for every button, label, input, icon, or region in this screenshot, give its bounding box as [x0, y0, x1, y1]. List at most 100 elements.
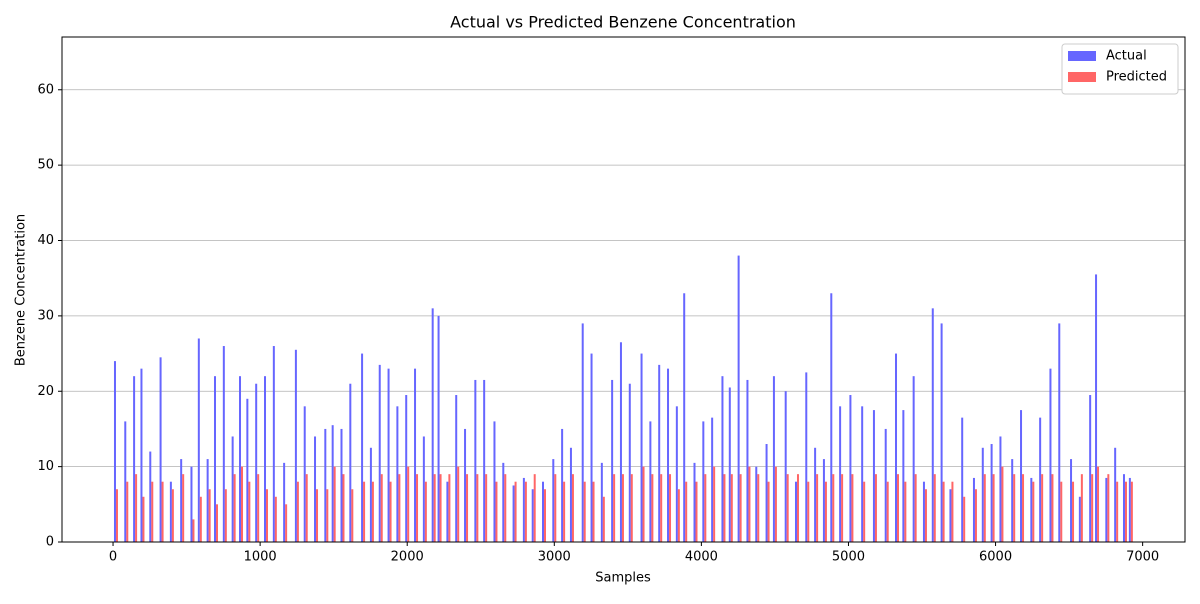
x-tick-label: 3000 [538, 550, 571, 565]
bar [992, 474, 995, 542]
bar [990, 444, 993, 542]
bar [1089, 395, 1092, 542]
bar [999, 436, 1002, 542]
bar [569, 447, 572, 542]
bar [316, 489, 319, 542]
bar [231, 436, 234, 542]
bar [794, 481, 797, 542]
y-tick-label: 30 [37, 308, 54, 323]
bar [1011, 459, 1014, 542]
bar [658, 364, 661, 542]
y-tick-label: 0 [46, 535, 54, 550]
bar [832, 474, 835, 542]
bar [1072, 481, 1075, 542]
bar [851, 474, 854, 542]
bar [161, 481, 164, 542]
bar [613, 474, 616, 542]
y-tick-label: 20 [37, 384, 54, 399]
bar [602, 496, 605, 542]
bar [1091, 474, 1094, 542]
bar [512, 485, 515, 542]
bar [222, 346, 225, 542]
bar [702, 421, 705, 542]
bar [669, 474, 672, 542]
bar [544, 489, 547, 542]
bar [667, 368, 670, 542]
bar [951, 481, 954, 542]
bar [723, 474, 726, 542]
x-tick-label: 2000 [391, 550, 424, 565]
bar [159, 357, 162, 542]
bar [841, 474, 844, 542]
bar [1032, 481, 1035, 542]
bar [422, 436, 425, 542]
bar [711, 417, 714, 542]
bar [455, 395, 458, 542]
y-tick-label: 40 [37, 233, 54, 248]
bar [387, 368, 390, 542]
bar [677, 489, 680, 542]
bar [922, 481, 925, 542]
bar [884, 428, 887, 542]
bar [961, 417, 964, 542]
bar [755, 466, 758, 542]
bar [914, 474, 917, 542]
bar [786, 474, 789, 542]
bar [581, 323, 584, 542]
bar [255, 383, 258, 542]
bar [963, 496, 966, 542]
bar [169, 481, 172, 542]
bar [524, 481, 527, 542]
bar [628, 383, 631, 542]
x-tick-label: 6000 [979, 550, 1012, 565]
bar [933, 474, 936, 542]
bar [485, 474, 488, 542]
bar [552, 459, 555, 542]
bar [266, 489, 269, 542]
bar [433, 474, 436, 542]
bar [796, 474, 799, 542]
bar [931, 308, 934, 542]
bar [940, 323, 943, 542]
bar [1080, 474, 1083, 542]
bar [895, 353, 898, 542]
bar [621, 474, 624, 542]
bar [600, 462, 603, 542]
bar [592, 481, 595, 542]
bar [874, 474, 877, 542]
x-axis-label: Samples [595, 571, 651, 586]
bar [746, 379, 749, 542]
bar [704, 474, 707, 542]
bar [554, 474, 557, 542]
bar [224, 489, 227, 542]
bar [1105, 477, 1108, 542]
bar [693, 462, 696, 542]
bar [296, 481, 299, 542]
bar [1116, 481, 1119, 542]
bar [305, 474, 308, 542]
bar [351, 489, 354, 542]
bar [942, 481, 945, 542]
bar [542, 481, 545, 542]
bar [192, 519, 195, 542]
bar [294, 349, 297, 542]
bar [651, 474, 654, 542]
bar [246, 398, 249, 542]
bar [897, 474, 900, 542]
bar [590, 353, 593, 542]
bar [502, 462, 505, 542]
bar [784, 391, 787, 542]
bar [583, 481, 586, 542]
bar [1130, 481, 1133, 542]
bar [274, 496, 277, 542]
bar [493, 421, 496, 542]
legend-label: Predicted [1106, 70, 1167, 85]
bar [561, 428, 564, 542]
bar [197, 338, 200, 542]
bar [737, 255, 740, 542]
bar [522, 477, 525, 542]
legend-label: Actual [1106, 49, 1147, 64]
bar [431, 308, 434, 542]
bar [649, 421, 652, 542]
